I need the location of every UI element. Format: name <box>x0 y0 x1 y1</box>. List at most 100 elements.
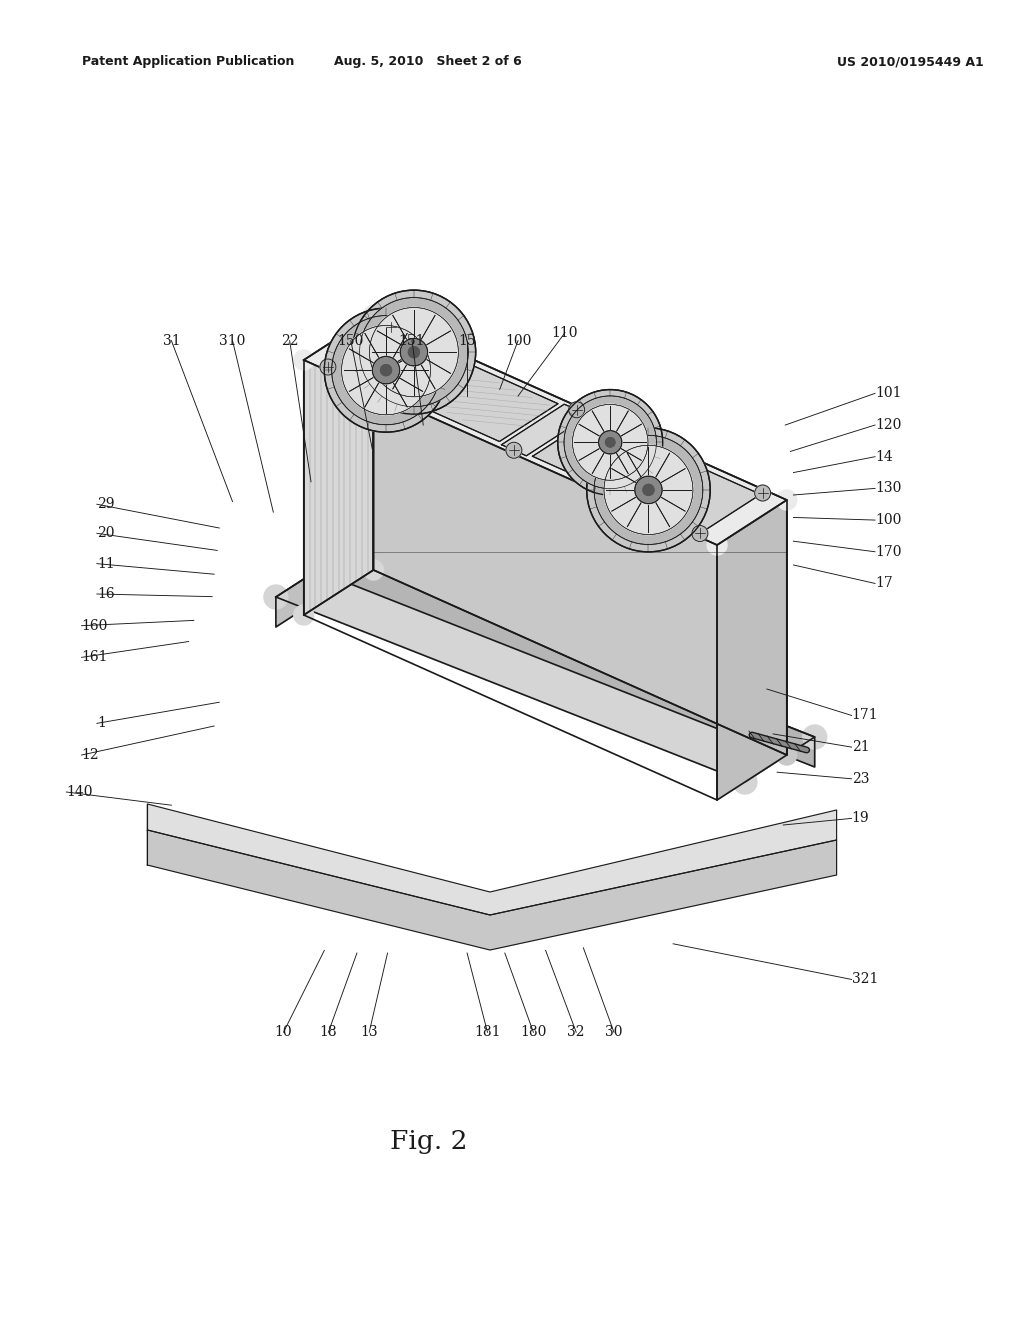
Text: 12: 12 <box>82 748 99 762</box>
Polygon shape <box>330 327 558 441</box>
Circle shape <box>373 356 399 384</box>
Text: 100: 100 <box>876 513 901 527</box>
Circle shape <box>381 364 391 376</box>
Circle shape <box>572 404 648 480</box>
Circle shape <box>803 725 826 748</box>
Circle shape <box>604 445 693 535</box>
Circle shape <box>605 438 614 447</box>
Circle shape <box>777 744 797 766</box>
Circle shape <box>643 484 654 495</box>
Text: 161: 161 <box>82 651 109 664</box>
Polygon shape <box>304 315 786 545</box>
Circle shape <box>506 442 522 458</box>
Circle shape <box>370 308 459 397</box>
Circle shape <box>733 770 757 795</box>
Text: 15: 15 <box>459 334 476 347</box>
Polygon shape <box>330 327 558 441</box>
Circle shape <box>342 326 430 414</box>
Circle shape <box>332 315 440 425</box>
Text: 10: 10 <box>274 1026 292 1039</box>
Polygon shape <box>304 315 786 545</box>
Circle shape <box>400 338 427 366</box>
Circle shape <box>352 290 476 414</box>
Circle shape <box>599 430 622 454</box>
Circle shape <box>334 540 357 564</box>
Text: 100: 100 <box>505 334 531 347</box>
Polygon shape <box>717 500 786 800</box>
Text: 22: 22 <box>281 334 298 347</box>
Circle shape <box>587 428 711 552</box>
Polygon shape <box>532 418 761 532</box>
Circle shape <box>381 364 391 376</box>
Text: 101: 101 <box>876 387 901 400</box>
Circle shape <box>594 436 702 544</box>
Circle shape <box>294 350 313 370</box>
Circle shape <box>373 356 399 384</box>
Text: US 2010/0195449 A1: US 2010/0195449 A1 <box>837 55 983 69</box>
Text: 16: 16 <box>97 587 115 601</box>
Polygon shape <box>147 804 837 915</box>
Text: 130: 130 <box>876 482 901 495</box>
Circle shape <box>364 305 383 325</box>
Text: 17: 17 <box>876 577 893 590</box>
Circle shape <box>558 389 663 495</box>
Text: 140: 140 <box>67 785 93 799</box>
Polygon shape <box>532 418 761 532</box>
Text: 11: 11 <box>97 557 115 570</box>
Text: 110: 110 <box>552 326 579 339</box>
Circle shape <box>319 359 336 375</box>
Text: 20: 20 <box>97 527 115 540</box>
Text: Patent Application Publication: Patent Application Publication <box>82 55 294 69</box>
Circle shape <box>558 389 663 495</box>
Text: 19: 19 <box>852 812 869 825</box>
Circle shape <box>635 477 663 503</box>
Polygon shape <box>275 552 345 627</box>
Circle shape <box>359 297 468 407</box>
Circle shape <box>383 318 398 334</box>
Circle shape <box>370 308 459 397</box>
Text: 171: 171 <box>852 709 879 722</box>
Text: 21: 21 <box>852 741 869 754</box>
Circle shape <box>605 438 614 447</box>
Circle shape <box>325 308 447 432</box>
Text: 160: 160 <box>82 619 108 632</box>
Text: 180: 180 <box>520 1026 547 1039</box>
Circle shape <box>604 445 693 535</box>
Text: 170: 170 <box>876 545 901 558</box>
Polygon shape <box>275 552 815 781</box>
Text: 29: 29 <box>97 498 115 511</box>
Circle shape <box>294 605 313 624</box>
Circle shape <box>352 290 476 414</box>
Circle shape <box>755 484 771 502</box>
Circle shape <box>587 428 711 552</box>
Polygon shape <box>345 552 815 767</box>
Text: 151: 151 <box>398 334 425 347</box>
Circle shape <box>332 315 440 425</box>
Text: 18: 18 <box>319 1026 337 1039</box>
Text: Aug. 5, 2010   Sheet 2 of 6: Aug. 5, 2010 Sheet 2 of 6 <box>335 55 522 69</box>
Text: 181: 181 <box>474 1026 501 1039</box>
Polygon shape <box>147 830 837 950</box>
Circle shape <box>264 585 288 609</box>
Circle shape <box>400 338 427 366</box>
Polygon shape <box>374 315 786 755</box>
Circle shape <box>708 535 727 554</box>
Circle shape <box>409 347 420 358</box>
Text: Fig. 2: Fig. 2 <box>389 1130 467 1155</box>
Text: 14: 14 <box>876 450 893 463</box>
Circle shape <box>409 347 420 358</box>
Text: 321: 321 <box>852 973 878 986</box>
Circle shape <box>635 477 663 503</box>
Text: 23: 23 <box>852 772 869 785</box>
Circle shape <box>643 484 654 495</box>
Circle shape <box>594 436 702 544</box>
Polygon shape <box>502 404 589 455</box>
Circle shape <box>359 297 468 407</box>
Circle shape <box>342 326 430 414</box>
Circle shape <box>568 401 585 417</box>
Text: 150: 150 <box>338 334 364 347</box>
Circle shape <box>599 430 622 454</box>
Circle shape <box>572 404 648 480</box>
Polygon shape <box>502 404 589 455</box>
Polygon shape <box>304 315 374 615</box>
